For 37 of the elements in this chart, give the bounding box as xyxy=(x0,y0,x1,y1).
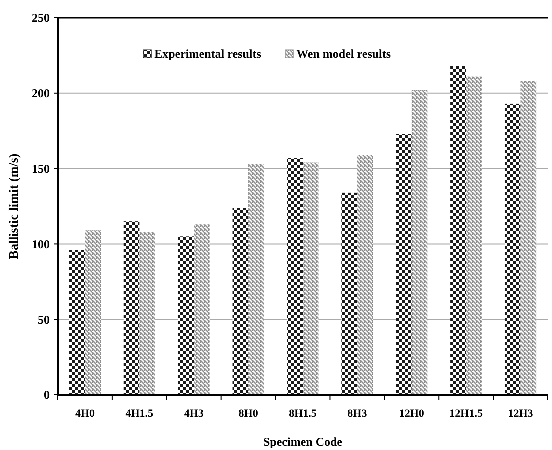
y-tick-label: 200 xyxy=(32,86,50,101)
bar xyxy=(342,192,358,395)
bar xyxy=(450,66,466,395)
bar xyxy=(140,232,156,395)
x-tick-label: 12H3 xyxy=(508,408,534,420)
y-tick-label: 0 xyxy=(44,388,50,402)
x-tick-label: 8H3 xyxy=(348,408,368,420)
x-tick-label: 12H0 xyxy=(399,408,425,420)
y-tick-label: 100 xyxy=(32,237,50,252)
bar xyxy=(287,158,303,395)
y-tick-label: 150 xyxy=(32,162,50,176)
bar xyxy=(466,76,482,395)
bar xyxy=(357,155,374,395)
bar xyxy=(232,208,249,395)
y-tick-label: 250 xyxy=(32,11,50,26)
x-tick-label: 4H0 xyxy=(75,408,96,420)
legend-label: Wen model results xyxy=(296,47,392,61)
bar xyxy=(69,250,86,395)
bar xyxy=(396,134,412,395)
bar xyxy=(124,222,140,395)
bar xyxy=(520,81,537,395)
bar xyxy=(85,230,102,395)
x-tick-label: 4H1.5 xyxy=(126,408,154,420)
y-axis-title: Ballistic limit (m/s) xyxy=(6,154,21,260)
bar xyxy=(412,90,428,395)
x-tick-label: 12H1.5 xyxy=(450,408,484,420)
x-tick-label: 8H1.5 xyxy=(289,408,318,420)
bar xyxy=(194,224,210,395)
y-tick-label: 50 xyxy=(38,312,50,327)
bar xyxy=(178,236,194,395)
x-tick-label: 4H3 xyxy=(184,408,204,420)
bar xyxy=(504,104,521,395)
bar xyxy=(303,162,319,395)
x-tick-label: 8H0 xyxy=(238,408,259,420)
bar xyxy=(248,164,264,395)
x-axis-title: Specimen Code xyxy=(264,435,344,449)
legend-label: Experimental results xyxy=(154,47,262,61)
